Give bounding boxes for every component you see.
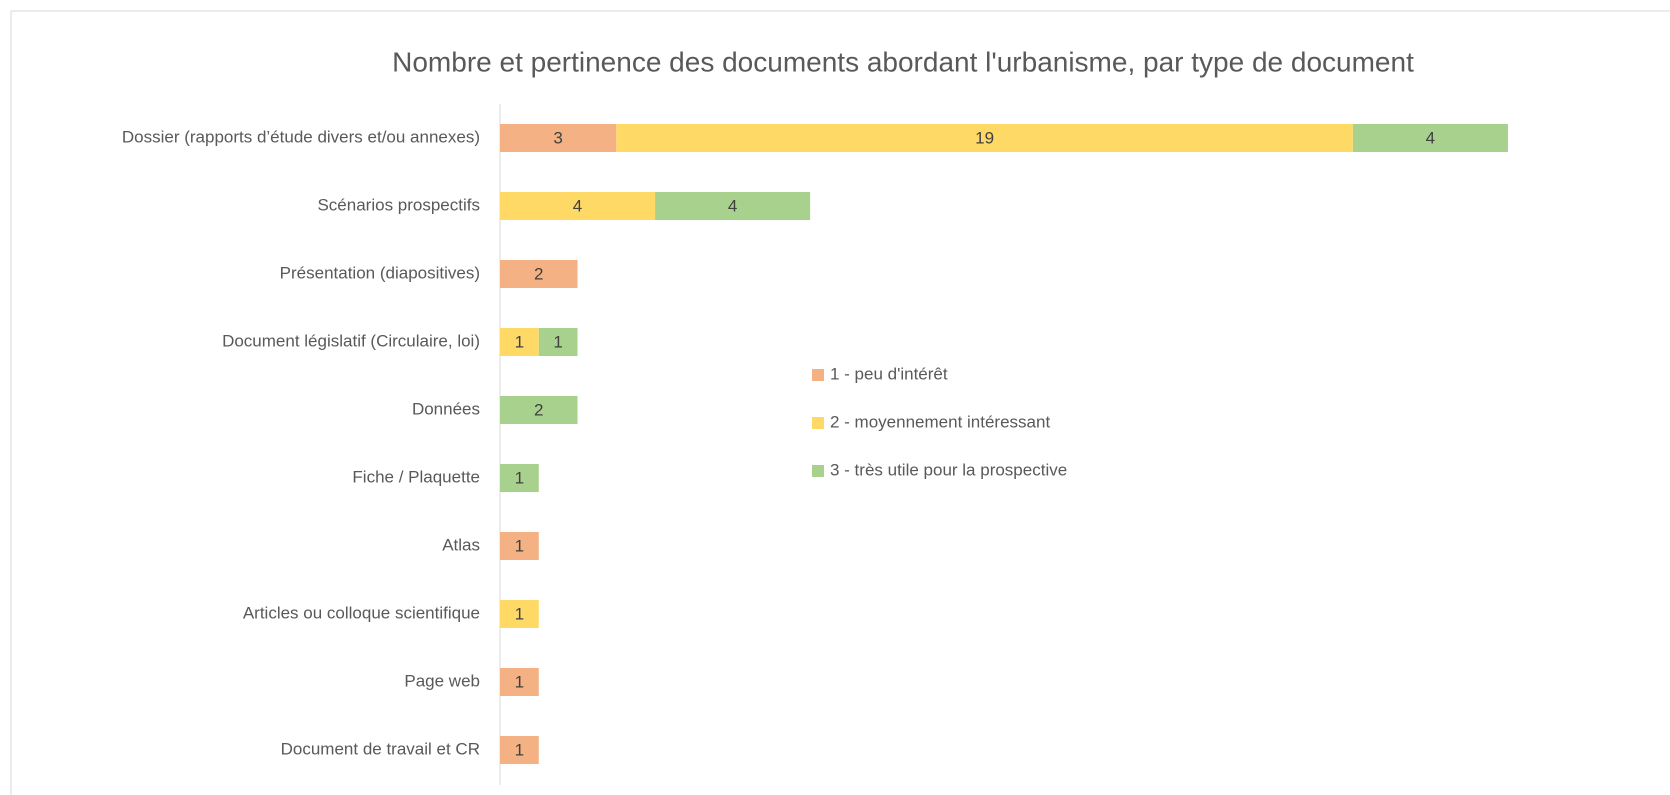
y-tick-label: Articles ou colloque scientifique <box>243 603 480 622</box>
bar-segment <box>655 192 811 220</box>
y-tick-label: Page web <box>404 671 480 690</box>
bar-segment <box>500 600 539 628</box>
data-label: 1 <box>515 536 524 555</box>
y-tick-label: Fiche / Plaquette <box>352 467 480 486</box>
data-label: 4 <box>573 196 582 215</box>
data-label: 1 <box>515 604 524 623</box>
legend-swatch <box>812 369 824 381</box>
bar-segment <box>500 736 539 764</box>
data-label: 2 <box>534 264 543 283</box>
y-tick-label: Scénarios prospectifs <box>317 195 480 214</box>
y-tick-label: Atlas <box>442 535 480 554</box>
bar-segment <box>1352 124 1508 152</box>
y-tick-label: Dossier (rapports d’étude divers et/ou a… <box>122 127 480 146</box>
y-tick-label: Document législatif (Circulaire, loi) <box>222 331 480 350</box>
y-tick-label: Présentation (diapositives) <box>280 263 480 282</box>
data-label: 1 <box>553 332 562 351</box>
bar-segment <box>500 668 539 696</box>
bar-segment <box>500 396 578 424</box>
y-tick-label: Document de travail et CR <box>281 739 480 758</box>
bar-segment <box>500 124 617 152</box>
data-label: 1 <box>515 332 524 351</box>
bar-segment <box>500 532 539 560</box>
data-label: 19 <box>975 128 994 147</box>
data-label: 1 <box>515 672 524 691</box>
legend-label: 2 - moyennement intéressant <box>830 412 1050 431</box>
data-label: 2 <box>534 400 543 419</box>
legend-label: 3 - très utile pour la prospective <box>830 460 1067 479</box>
chart-title: Nombre et pertinence des documents abord… <box>392 46 1414 77</box>
bar-segment <box>500 328 539 356</box>
bar-segment <box>500 464 539 492</box>
bar-segment <box>616 124 1353 152</box>
legend-swatch <box>812 465 824 477</box>
data-label: 1 <box>515 468 524 487</box>
bar-segment <box>500 192 656 220</box>
data-label: 4 <box>728 196 737 215</box>
bar-segment <box>538 328 578 356</box>
legend-label: 1 - peu d'intérêt <box>830 364 948 383</box>
y-tick-label: Données <box>412 399 480 418</box>
data-label: 3 <box>553 128 562 147</box>
legend-swatch <box>812 417 824 429</box>
data-label: 4 <box>1426 128 1435 147</box>
data-label: 1 <box>515 740 524 759</box>
bar-segment <box>500 260 578 288</box>
